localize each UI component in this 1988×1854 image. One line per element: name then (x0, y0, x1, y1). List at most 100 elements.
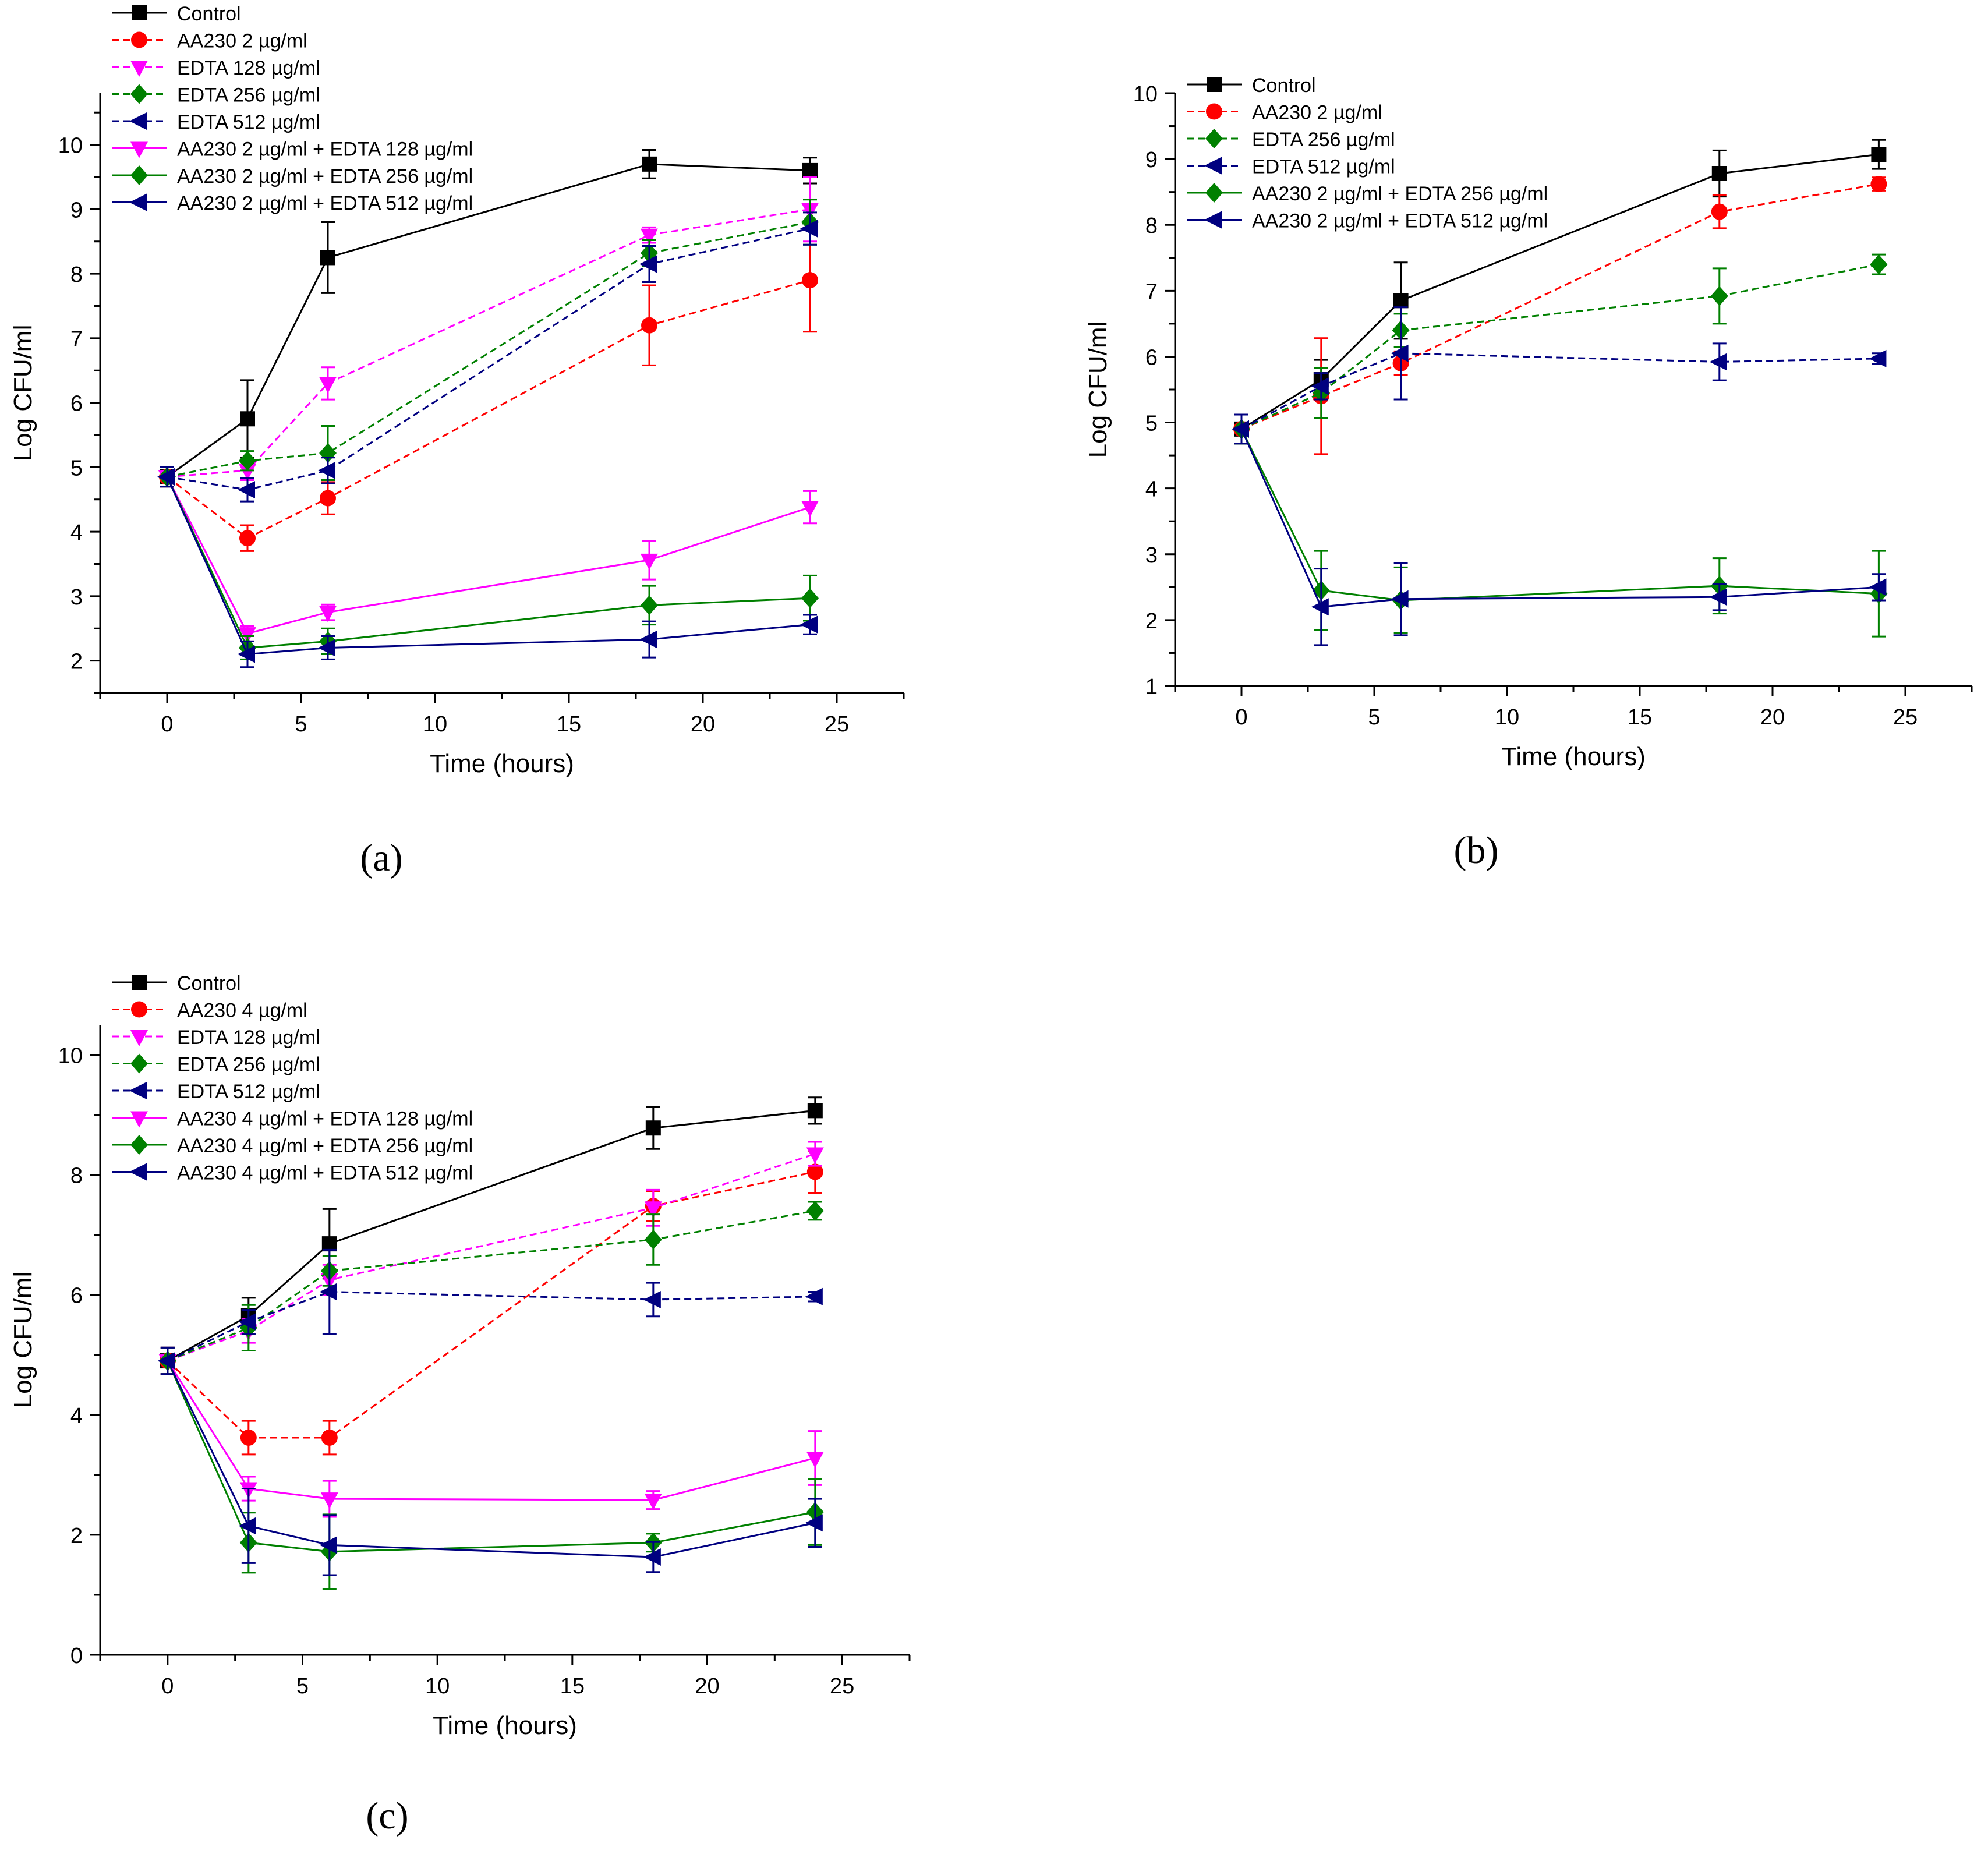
data-point (319, 606, 337, 622)
legend-marker (130, 1135, 148, 1155)
x-tick-label: 5 (295, 712, 307, 737)
legend-label: AA230 2 µg/ml + EDTA 256 µg/ml (1252, 183, 1548, 205)
series-edta-128-ug-ml (158, 176, 819, 488)
x-axis-label: Time (hours) (1501, 742, 1646, 771)
data-point (1709, 588, 1727, 606)
legend-marker (1205, 183, 1223, 203)
data-point (801, 588, 819, 608)
data-point (239, 464, 256, 480)
x-tick-label: 25 (825, 712, 849, 737)
legend-marker (1204, 157, 1222, 175)
legend-label: AA230 2 µg/ml + EDTA 128 µg/ml (177, 139, 473, 161)
legend: Control AA230 2 µg/ml EDTA 128 µg/ml EDTA 2… (112, 3, 473, 215)
legend-label: Control (177, 972, 241, 995)
legend: Control AA230 4 µg/ml EDTA 128 µg/ml EDTA 2… (112, 972, 473, 1184)
legend-label: EDTA 128 µg/ml (177, 57, 320, 79)
x-tick-label: 25 (830, 1674, 854, 1699)
legend-marker (1204, 211, 1222, 229)
y-tick-label: 4 (1145, 477, 1158, 502)
series-aa230-2-ug-ml (159, 228, 818, 552)
series-edta-512-ug-ml (157, 211, 818, 503)
legend-marker (130, 141, 148, 158)
series-edta-256-ug-ml (1233, 253, 1888, 445)
y-tick-label: 6 (70, 392, 83, 416)
y-tick-label: 10 (58, 1044, 83, 1068)
legend-marker (129, 1082, 147, 1099)
data-point (802, 162, 818, 178)
legend-marker (130, 1111, 148, 1128)
y-tick-label: 10 (58, 134, 83, 158)
legend-label: AA230 4 µg/ml + EDTA 256 µg/ml (177, 1135, 473, 1157)
data-point (238, 645, 255, 663)
series-line (167, 279, 811, 539)
x-tick-label: 0 (1235, 705, 1247, 730)
panel-label: (b) (1454, 829, 1499, 872)
legend-label: EDTA 512 µg/ml (177, 1081, 320, 1103)
data-point (1311, 377, 1329, 395)
series-line (166, 476, 811, 635)
series-edta-256-ug-ml (158, 199, 819, 488)
data-point (800, 220, 818, 238)
x-tick-label: 20 (691, 712, 715, 737)
data-point (157, 1352, 175, 1370)
y-axis-label: Log CFU/ml (9, 1272, 37, 1409)
data-point (157, 468, 175, 486)
data-point (801, 501, 819, 518)
data-point (1232, 420, 1249, 438)
y-tick-label: 5 (70, 456, 83, 480)
series-edta-512-ug-ml (157, 1248, 823, 1375)
data-point (238, 481, 255, 499)
series-aa230-2-ug-ml-edta-512-ug-ml (1232, 413, 1887, 646)
legend-label: AA230 2 µg/ml + EDTA 512 µg/ml (177, 193, 473, 215)
legend-marker (129, 193, 147, 211)
data-point (644, 1494, 662, 1510)
data-point (806, 1201, 824, 1221)
data-point (320, 490, 336, 507)
data-point (807, 1103, 823, 1119)
legend-marker (130, 84, 148, 104)
data-point (321, 1429, 338, 1446)
x-tick-label: 5 (1368, 705, 1380, 730)
legend-marker (130, 61, 148, 77)
x-tick-label: 15 (560, 1674, 585, 1699)
data-point (321, 1236, 337, 1252)
legend-label: EDTA 512 µg/ml (1252, 156, 1395, 178)
data-point (641, 553, 658, 570)
y-tick-label: 2 (70, 1524, 83, 1548)
data-point (806, 1147, 824, 1164)
data-point (1311, 598, 1329, 616)
legend-label: EDTA 256 µg/ml (177, 84, 320, 107)
legend-label: AA230 4 µg/ml + EDTA 128 µg/ml (177, 1108, 473, 1130)
data-point (1391, 590, 1409, 608)
series-line (167, 228, 811, 491)
series-line (167, 1291, 815, 1362)
data-point (1709, 353, 1727, 371)
data-point (1391, 344, 1409, 362)
legend-label: AA230 4 µg/ml + EDTA 512 µg/ml (177, 1162, 473, 1184)
data-point (318, 639, 335, 657)
x-tick-label: 25 (1893, 705, 1918, 730)
y-tick-label: 1 (1145, 675, 1158, 699)
legend-label: EDTA 256 µg/ml (1252, 129, 1395, 151)
data-point (1871, 147, 1887, 162)
data-point (320, 250, 335, 266)
data-point (806, 1452, 824, 1469)
y-tick-label: 4 (70, 521, 83, 545)
y-tick-label: 8 (70, 1164, 83, 1188)
legend-label: AA230 2 µg/ml (177, 30, 307, 52)
series-aa230-2-ug-ml-edta-512-ug-ml (157, 466, 818, 668)
legend-marker (130, 165, 148, 185)
legend-label: EDTA 128 µg/ml (177, 1027, 320, 1049)
series-line (1240, 429, 1879, 608)
data-point (642, 156, 657, 172)
data-point (800, 615, 818, 634)
data-point (240, 411, 255, 427)
x-tick-label: 15 (1628, 705, 1652, 730)
y-tick-label: 6 (1145, 345, 1158, 370)
series-line (167, 221, 811, 478)
legend-marker (130, 1053, 148, 1074)
data-point (802, 272, 818, 289)
data-point (806, 1163, 823, 1180)
y-tick-label: 3 (70, 585, 83, 610)
